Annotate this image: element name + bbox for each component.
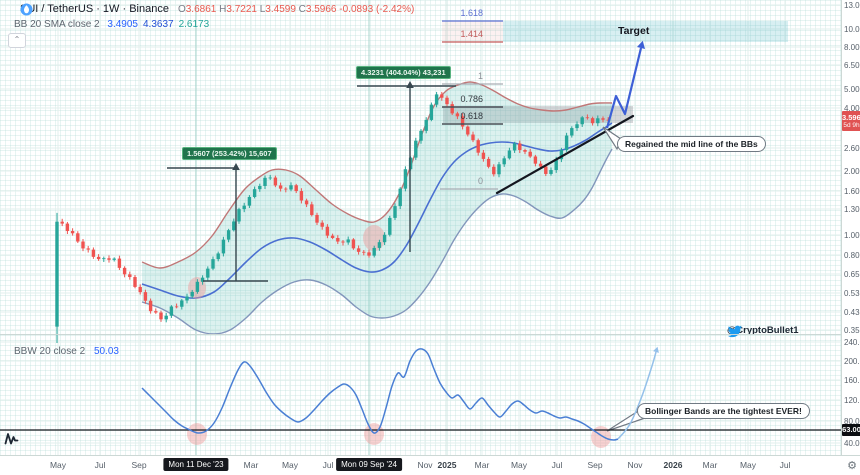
date-tag: Mon 11 Dec '23 <box>163 458 229 471</box>
time-label-Jul[interactable]: Jul <box>94 460 106 470</box>
price-range-measure-high[interactable]: 4.3231 (404.04%) 43,231 <box>356 66 451 79</box>
sui-logo-icon <box>20 3 33 16</box>
price-tick-2.6000: 2.6000 <box>844 143 860 153</box>
callout-tightest-bands[interactable]: Bollinger Bands are the tightest EVER! <box>637 403 810 419</box>
price-tick-0.8000: 0.8000 <box>844 250 860 260</box>
time-label-May[interactable]: May <box>510 460 528 470</box>
price-tick-0.6500: 0.6500 <box>844 269 860 279</box>
twitter-bird-icon <box>727 325 742 338</box>
time-label-Jul[interactable]: Jul <box>779 460 791 470</box>
price-tick-0.4300: 0.4300 <box>844 307 860 317</box>
symbol-legend: SUI / TetherUS · 1W · Binance O3.6861 H3… <box>20 3 415 16</box>
time-label-2025[interactable]: 2025 <box>437 460 457 470</box>
fib-level-label-1.414: 1.414 <box>460 29 483 39</box>
time-label-Sep[interactable]: Sep <box>131 460 147 470</box>
price-tick-2.0000: 2.0000 <box>844 166 860 176</box>
price-tick-6.5000: 6.5000 <box>844 60 860 70</box>
price-tick-13.0000: 13.0000 <box>844 0 860 10</box>
last-price-value: 3.5966 <box>842 113 860 122</box>
time-axis[interactable]: ⚙ May Jul Sep Mar May Jul Nov 2025 Mar May Jul Sep N… <box>0 455 860 475</box>
time-label-Jul[interactable]: Jul <box>551 460 563 470</box>
price-tick-10.0000: 10.0000 <box>844 24 860 34</box>
time-label-Mar[interactable]: Mar <box>702 460 718 470</box>
time-label-2026[interactable]: 2026 <box>663 460 683 470</box>
twitter-handle: @CryptoBullet1 <box>727 325 799 336</box>
price-tick-5.0000: 5.0000 <box>844 84 860 94</box>
fib-level-label-0.618: 0.618 <box>460 111 483 121</box>
price-tick-40.00: 40.00 <box>844 438 860 448</box>
collapse-arrow-button[interactable]: ⌃ <box>8 33 26 48</box>
bb-value-0: 3.4905 <box>107 19 138 30</box>
bb-indicator-name: BB 20 SMA close 2 <box>14 19 100 30</box>
bb-indicator-values: 3.4905 4.3637 2.6173 <box>102 19 209 30</box>
time-label-Mar[interactable]: Mar <box>474 460 490 470</box>
date-tag: Mon 09 Sep '24 <box>336 458 402 471</box>
pane-divider[interactable] <box>0 334 860 335</box>
fib-level-label-0.786: 0.786 <box>460 94 483 104</box>
logo-watermark-icon <box>4 433 19 445</box>
price-tick-4.0000: 4.0000 <box>844 103 860 113</box>
bbw-indicator-name: BBW 20 close 2 <box>14 346 86 357</box>
chart-plot[interactable] <box>0 0 841 455</box>
price-range-measure-low[interactable]: 1.5607 (253.42%) 15,607 <box>182 147 277 160</box>
target-annotation[interactable]: Target <box>618 25 650 37</box>
price-tick-200.00: 200.00 <box>844 356 860 366</box>
fib-level-label-1: 1 <box>477 71 483 81</box>
price-tick-0.5300: 0.5300 <box>844 288 860 298</box>
bb-value-2: 2.6173 <box>178 19 210 30</box>
bbw-level-tag: 63.00 <box>842 424 860 436</box>
bb-indicator-legend: BB 20 SMA close 2 3.4905 4.3637 2.6173 <box>14 19 209 30</box>
price-tick-120.00: 120.00 <box>844 395 860 405</box>
bbw-indicator-value: 50.03 <box>93 346 119 357</box>
bar-countdown: 5d 9h <box>843 122 860 129</box>
fib-level-label-0: 0 <box>477 176 483 186</box>
price-tick-1.3000: 1.3000 <box>844 204 860 214</box>
price-tick-1.6000: 1.6000 <box>844 186 860 196</box>
price-tick-8.0000: 8.0000 <box>844 42 860 52</box>
time-label-May[interactable]: May <box>739 460 757 470</box>
bb-value-1: 4.3637 <box>142 19 174 30</box>
time-label-Nov[interactable]: Nov <box>627 460 643 470</box>
ohlc-values: O3.6861 H3.7221 L3.4599 C3.5966 -0.0893 … <box>177 3 415 15</box>
bbw-indicator-legend: BBW 20 close 2 50.03 <box>14 346 119 357</box>
time-label-Jul[interactable]: Jul <box>322 460 334 470</box>
time-label-Sep[interactable]: Sep <box>587 460 603 470</box>
price-tick-240.00: 240.00 <box>844 337 860 347</box>
time-label-Mar[interactable]: Mar <box>243 460 259 470</box>
last-price-tag: 3.5966 5d 9h <box>842 111 860 131</box>
price-tick-0.3500: 0.3500 <box>844 325 860 335</box>
fib-level-label-1.618: 1.618 <box>460 8 483 18</box>
price-tick-80.00: 80.00 <box>844 416 860 426</box>
time-label-Nov[interactable]: Nov <box>417 460 433 470</box>
price-tick-1.0000: 1.0000 <box>844 230 860 240</box>
time-label-May[interactable]: May <box>49 460 67 470</box>
symbol-title: SUI / TetherUS · 1W · Binance <box>20 3 169 15</box>
price-axis[interactable]: 3.5966 5d 9h 63.00 13.0000 10.0000 8.0000 6… <box>841 0 860 455</box>
chart-canvas[interactable]: SUI / TetherUS · 1W · Binance O3.6861 H3… <box>0 0 841 455</box>
price-tick-160.00: 160.00 <box>844 375 860 385</box>
time-label-May[interactable]: May <box>281 460 299 470</box>
callout-regained-midline[interactable]: Regained the mid line of the BBs <box>617 136 766 152</box>
gear-icon[interactable]: ⚙ <box>847 460 857 472</box>
change-value: -0.0893 (-2.42%) <box>339 3 415 15</box>
